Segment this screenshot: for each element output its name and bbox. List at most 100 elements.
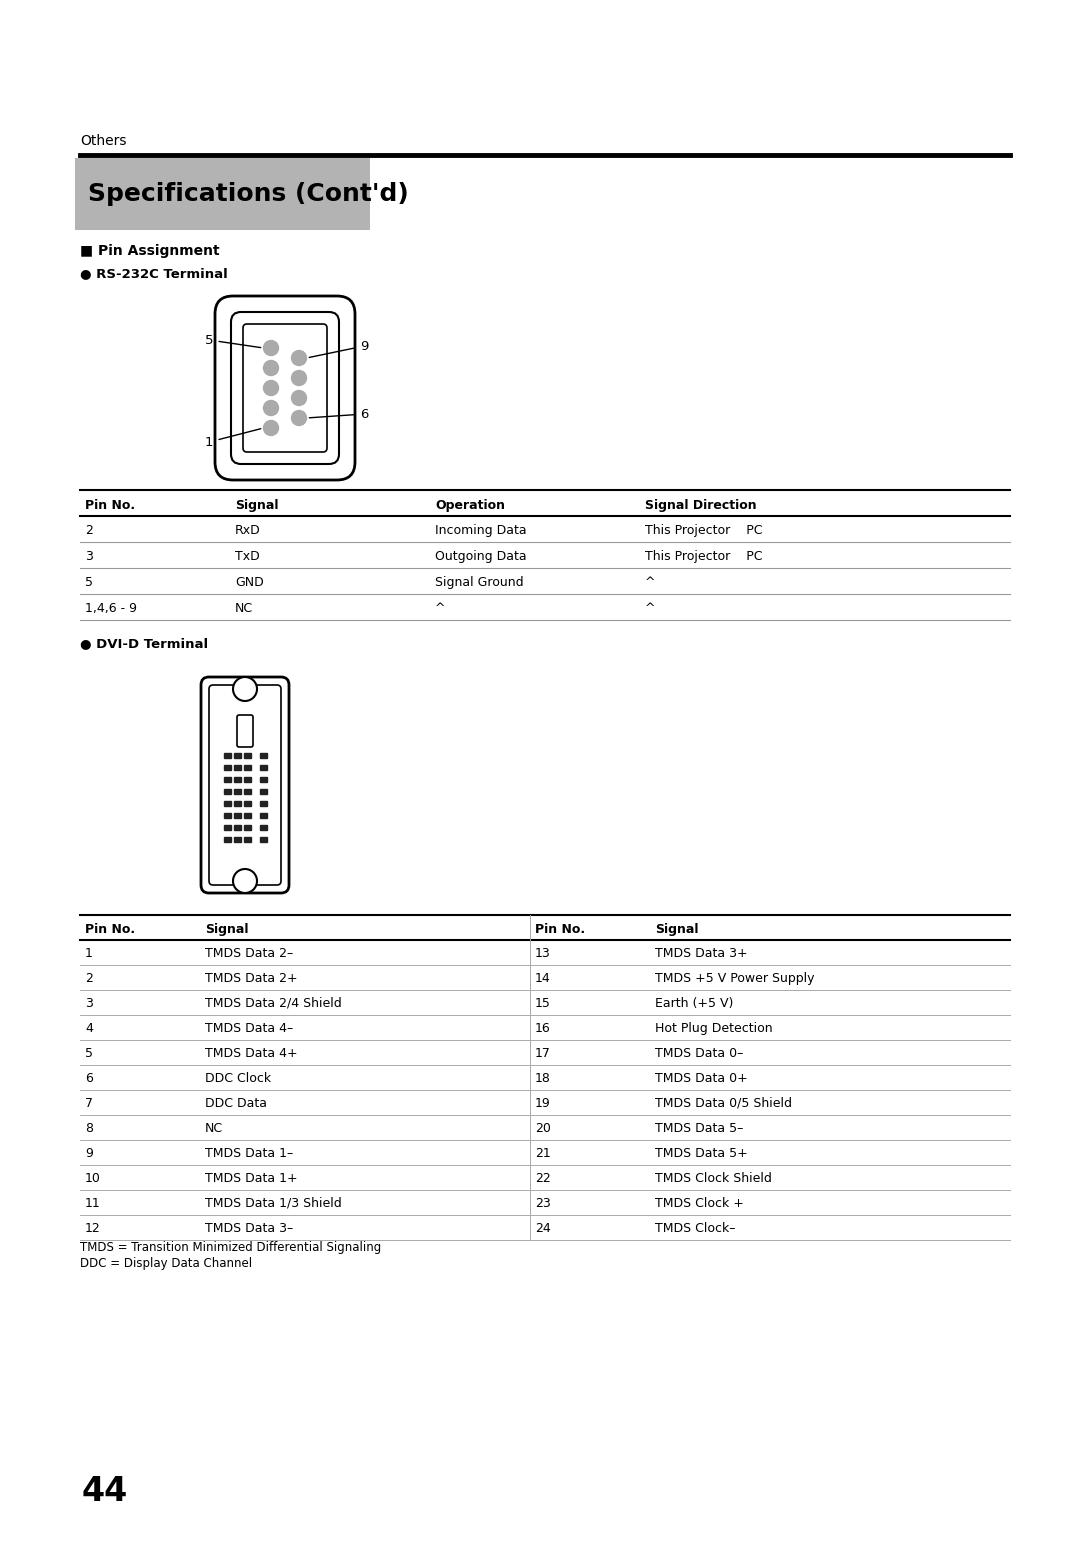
Text: ^: ^ <box>645 602 656 615</box>
Text: ● DVI-D Terminal: ● DVI-D Terminal <box>80 636 208 650</box>
Bar <box>243 836 251 842</box>
Bar <box>224 825 230 830</box>
Bar <box>243 813 251 817</box>
FancyBboxPatch shape <box>210 686 281 885</box>
Circle shape <box>264 381 279 395</box>
Text: DDC Clock: DDC Clock <box>205 1073 271 1085</box>
Text: TMDS Data 1–: TMDS Data 1– <box>205 1147 294 1159</box>
Text: ^: ^ <box>645 576 656 588</box>
Bar <box>233 836 241 842</box>
Text: 13: 13 <box>535 947 551 960</box>
Text: TMDS Data 5–: TMDS Data 5– <box>654 1122 743 1135</box>
Text: Signal: Signal <box>205 923 248 937</box>
Circle shape <box>264 341 279 356</box>
Bar <box>233 813 241 817</box>
Text: TMDS Data 0–: TMDS Data 0– <box>654 1046 743 1060</box>
Bar <box>224 777 230 782</box>
Text: 4: 4 <box>85 1022 93 1036</box>
Text: 12: 12 <box>85 1221 100 1235</box>
Text: TMDS Data 2/4 Shield: TMDS Data 2/4 Shield <box>205 997 341 1009</box>
Text: 7: 7 <box>85 1098 93 1110</box>
Bar <box>233 752 241 757</box>
Bar <box>243 752 251 757</box>
Text: 5: 5 <box>85 1046 93 1060</box>
Text: 15: 15 <box>535 997 551 1009</box>
Text: 10: 10 <box>85 1172 100 1186</box>
Bar <box>259 813 267 817</box>
Circle shape <box>233 868 257 893</box>
Text: 23: 23 <box>535 1197 551 1211</box>
Bar <box>243 777 251 782</box>
Text: 19: 19 <box>535 1098 551 1110</box>
Bar <box>243 800 251 805</box>
Text: DDC = Display Data Channel: DDC = Display Data Channel <box>80 1257 252 1269</box>
Bar <box>259 836 267 842</box>
Text: TMDS Data 5+: TMDS Data 5+ <box>654 1147 747 1159</box>
Text: 3: 3 <box>85 997 93 1009</box>
FancyBboxPatch shape <box>243 324 327 452</box>
Text: ■ Pin Assignment: ■ Pin Assignment <box>80 245 219 259</box>
Text: TMDS Data 0/5 Shield: TMDS Data 0/5 Shield <box>654 1098 792 1110</box>
Bar <box>224 765 230 769</box>
Text: 6: 6 <box>309 407 368 421</box>
Text: 1: 1 <box>85 947 93 960</box>
Bar <box>243 788 251 794</box>
Text: TxD: TxD <box>235 550 260 563</box>
Text: Signal Ground: Signal Ground <box>435 576 524 588</box>
Text: 9: 9 <box>309 339 368 358</box>
Text: Signal: Signal <box>654 923 699 937</box>
Text: Others: Others <box>80 135 126 149</box>
Text: Specifications (Cont'd): Specifications (Cont'd) <box>87 183 408 206</box>
Text: 5: 5 <box>205 333 260 348</box>
Text: Earth (+5 V): Earth (+5 V) <box>654 997 733 1009</box>
Circle shape <box>292 350 307 365</box>
Text: This Projector    PC: This Projector PC <box>645 525 762 537</box>
FancyBboxPatch shape <box>201 676 289 893</box>
Text: 20: 20 <box>535 1122 551 1135</box>
Text: TMDS Clock Shield: TMDS Clock Shield <box>654 1172 772 1186</box>
Text: 9: 9 <box>85 1147 93 1159</box>
Text: TMDS Data 1+: TMDS Data 1+ <box>205 1172 298 1186</box>
Text: 24: 24 <box>535 1221 551 1235</box>
Text: Outgoing Data: Outgoing Data <box>435 550 527 563</box>
Circle shape <box>264 361 279 376</box>
Circle shape <box>264 401 279 415</box>
Text: Hot Plug Detection: Hot Plug Detection <box>654 1022 772 1036</box>
Bar <box>259 788 267 794</box>
Bar <box>224 800 230 805</box>
Text: RxD: RxD <box>235 525 260 537</box>
Text: 8: 8 <box>85 1122 93 1135</box>
Text: TMDS Data 3+: TMDS Data 3+ <box>654 947 747 960</box>
Text: NC: NC <box>235 602 253 615</box>
FancyBboxPatch shape <box>237 715 253 748</box>
Text: 6: 6 <box>85 1073 93 1085</box>
FancyBboxPatch shape <box>231 313 339 464</box>
Bar <box>224 836 230 842</box>
Text: 14: 14 <box>535 972 551 985</box>
Text: This Projector    PC: This Projector PC <box>645 550 762 563</box>
Text: Incoming Data: Incoming Data <box>435 525 527 537</box>
Text: 1: 1 <box>205 429 260 449</box>
Text: 18: 18 <box>535 1073 551 1085</box>
Circle shape <box>233 676 257 701</box>
Bar <box>224 752 230 757</box>
Text: Operation: Operation <box>435 498 505 512</box>
Text: 11: 11 <box>85 1197 100 1211</box>
Bar <box>259 765 267 769</box>
Circle shape <box>264 421 279 435</box>
Text: TMDS Data 0+: TMDS Data 0+ <box>654 1073 747 1085</box>
Circle shape <box>292 410 307 426</box>
Bar <box>243 765 251 769</box>
Bar <box>233 825 241 830</box>
Text: NC: NC <box>205 1122 224 1135</box>
Text: TMDS Data 3–: TMDS Data 3– <box>205 1221 294 1235</box>
Text: DDC Data: DDC Data <box>205 1098 267 1110</box>
Text: TMDS Data 2–: TMDS Data 2– <box>205 947 294 960</box>
Bar <box>233 800 241 805</box>
Text: Pin No.: Pin No. <box>85 498 135 512</box>
Bar <box>233 788 241 794</box>
FancyBboxPatch shape <box>215 296 355 480</box>
Bar <box>259 825 267 830</box>
Text: TMDS Clock +: TMDS Clock + <box>654 1197 744 1211</box>
Bar <box>243 825 251 830</box>
